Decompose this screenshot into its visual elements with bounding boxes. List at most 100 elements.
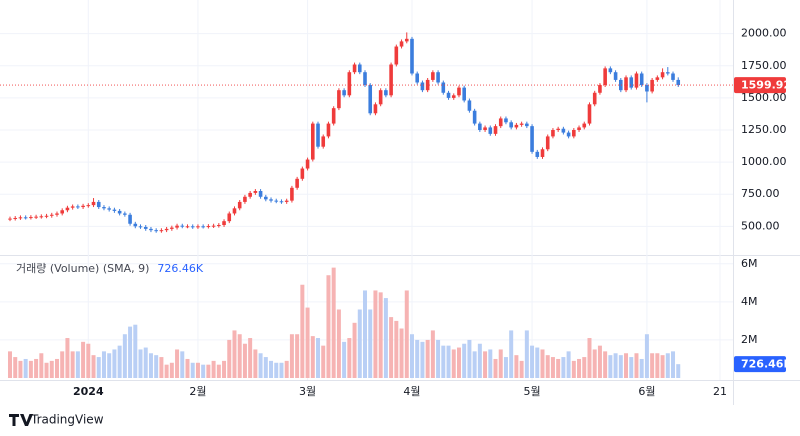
candle-body <box>655 77 660 80</box>
volume-bar <box>248 338 253 378</box>
volume-bar <box>363 290 367 378</box>
volume-bar <box>399 328 404 378</box>
candle-body <box>451 95 456 98</box>
candle-body <box>232 208 237 214</box>
candle-body <box>253 191 258 193</box>
y2-tick-label: 4M <box>741 295 758 308</box>
candle-body <box>352 64 357 73</box>
volume-bar <box>75 351 80 378</box>
x-tick-label: 6월 <box>638 385 655 398</box>
y-tick-label: 1500.00 <box>741 91 787 104</box>
volume-bar <box>629 357 634 378</box>
volume-bar <box>665 353 670 378</box>
candle-body <box>592 92 597 105</box>
volume-bar <box>488 349 493 378</box>
candle-body <box>138 226 143 228</box>
volume-bar <box>472 351 477 378</box>
volume-bar <box>96 357 101 378</box>
candle-body <box>227 213 232 222</box>
candle-body <box>457 87 461 96</box>
volume-bar <box>561 357 566 378</box>
candle-body <box>639 73 644 86</box>
volume-bar <box>175 349 180 378</box>
y2-tick-label: 6M <box>741 257 758 270</box>
candle-body <box>378 90 383 105</box>
candle-body <box>154 230 158 232</box>
volume-bar <box>8 351 12 378</box>
candle-body <box>86 205 91 207</box>
candle-body <box>629 77 634 88</box>
candle-body <box>76 206 80 208</box>
candle-body <box>420 82 425 91</box>
candle-body <box>13 217 18 219</box>
candle-body <box>519 123 524 125</box>
candle-body <box>467 100 472 111</box>
volume-bar <box>133 324 138 378</box>
volume-bar <box>190 362 195 378</box>
volume-bar <box>279 362 284 378</box>
volume-bar <box>409 334 414 378</box>
candle-body <box>410 38 414 74</box>
volume-bar <box>180 351 185 378</box>
volume-bar <box>34 358 39 378</box>
last-price-badge <box>734 77 786 94</box>
candle-body <box>128 214 132 224</box>
candle-body <box>399 41 404 47</box>
candle-body <box>295 178 299 188</box>
candle-body <box>556 128 560 130</box>
candle-body <box>274 200 279 202</box>
candle-body <box>441 82 446 93</box>
candle-body <box>561 128 566 133</box>
candle-body <box>331 108 336 124</box>
volume-bar <box>477 343 482 378</box>
candle-body <box>258 191 263 197</box>
volume-bar <box>467 339 472 378</box>
volume-bar <box>644 334 649 378</box>
volume-bar <box>519 360 524 378</box>
y-tick-label: 750.00 <box>741 187 780 200</box>
volume-bar <box>556 358 561 378</box>
y-tick-label: 1000.00 <box>741 155 787 168</box>
candle-body <box>65 207 70 211</box>
volume-bar <box>49 360 54 378</box>
volume-bar <box>117 345 122 378</box>
volume-bar <box>289 334 294 378</box>
candle-body <box>472 110 477 124</box>
volume-bar <box>216 364 221 378</box>
candle-body <box>39 216 44 218</box>
volume-bar <box>227 339 232 378</box>
candle-body <box>91 201 96 206</box>
candle-body <box>483 127 487 130</box>
x-tick-label: 2024 <box>73 385 104 398</box>
volume-bar <box>378 292 383 378</box>
volume-bar <box>524 330 529 378</box>
candle-body <box>159 230 164 232</box>
volume-bar <box>498 349 503 378</box>
volume-bar <box>305 307 310 378</box>
candle-body <box>373 104 378 114</box>
candle-body <box>269 199 273 201</box>
logo: TradingView <box>9 413 104 427</box>
volume-bar <box>373 290 378 378</box>
volume-bar <box>404 290 409 378</box>
volume-bar <box>342 341 347 378</box>
candle-body <box>551 130 555 137</box>
x-tick-label: 21 <box>713 385 727 398</box>
candle-body <box>112 209 117 211</box>
volume-bar <box>639 358 644 378</box>
candle-body <box>170 227 174 229</box>
candle-body <box>347 72 352 96</box>
volume-bar <box>514 355 519 378</box>
y-tick-label: 2000.00 <box>741 27 787 40</box>
volume-bar <box>310 336 315 378</box>
volume-bar <box>28 360 33 378</box>
candle-body <box>394 46 399 65</box>
candle-body <box>425 79 430 91</box>
volume-bar <box>195 362 200 378</box>
candle-body <box>117 210 122 214</box>
volume-bar <box>446 345 451 378</box>
candle-body <box>96 201 101 208</box>
candle-body <box>316 123 320 147</box>
volume-bar <box>540 349 545 378</box>
